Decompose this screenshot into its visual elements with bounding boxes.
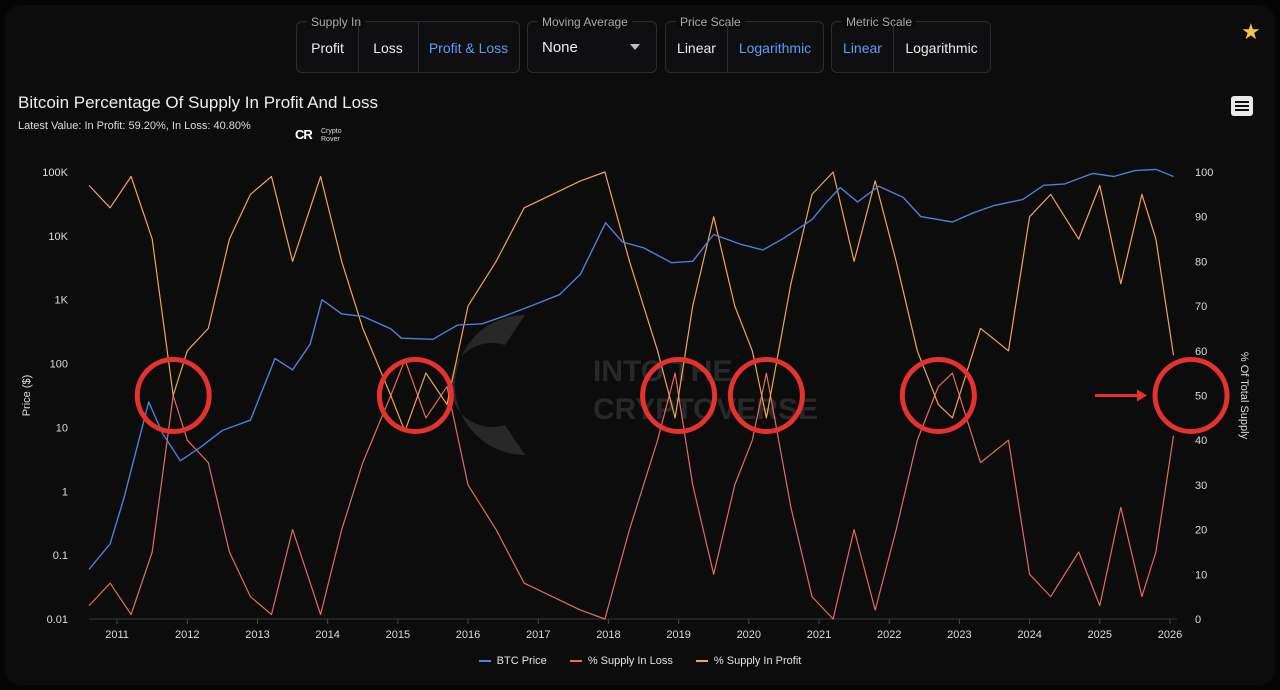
legend-supply-loss[interactable]: % Supply In Loss — [569, 655, 673, 667]
chart-svg: INTO THE CRYPTOVERSE 0.010.11101001K10K1… — [21, 167, 1250, 641]
watermark: INTO THE CRYPTOVERSE — [450, 315, 818, 455]
y-right-tick-label: 60 — [1195, 346, 1207, 358]
chart-subtitle: Latest Value: In Profit: 59.20%, In Loss… — [18, 120, 251, 132]
x-tick-label: 2011 — [105, 629, 129, 641]
x-tick-label: 2013 — [245, 629, 269, 641]
y-right-axis-label: % Of Total Supply — [1238, 352, 1250, 440]
star-icon[interactable]: ★ — [1241, 19, 1261, 44]
y-right-tick-label: 70 — [1195, 301, 1207, 313]
logo-text-line2: Rover — [321, 136, 340, 143]
legend-btc-price[interactable]: BTC Price — [478, 655, 547, 667]
series-line-1 — [88, 359, 1175, 620]
supply-in-profit-loss-button[interactable]: Profit & Loss — [428, 40, 509, 56]
y-left-tick-label: 100 — [50, 359, 68, 371]
x-tick-label: 2021 — [807, 629, 831, 641]
x-tick-label: 2012 — [175, 629, 199, 641]
y-right-tick-label: 50 — [1195, 391, 1207, 403]
supply-in-control: Supply In Profit Loss Profit & Loss — [296, 15, 520, 73]
highlight-circle — [376, 357, 454, 434]
hamburger-menu-icon[interactable] — [1231, 96, 1253, 116]
highlight-circle — [727, 357, 805, 434]
moving-average-label: Moving Average — [538, 15, 632, 29]
x-tick-label: 2026 — [1158, 629, 1182, 641]
supply-in-loss-button[interactable]: Loss — [373, 40, 403, 56]
y-right-tick-label: 80 — [1195, 256, 1207, 268]
legend-swatch-btc — [478, 660, 491, 663]
highlight-circle — [899, 357, 977, 434]
y-left-tick-label: 10 — [56, 422, 68, 434]
chart-legend: BTC Price % Supply In Loss % Supply In P… — [5, 655, 1275, 667]
legend-swatch-profit — [695, 660, 708, 663]
x-tick-label: 2018 — [596, 629, 620, 641]
metric-scale-logarithmic-button[interactable]: Logarithmic — [905, 40, 978, 56]
moving-average-dropdown[interactable]: Moving Average None — [527, 15, 657, 73]
price-scale-logarithmic-button[interactable]: Logarithmic — [738, 40, 812, 56]
x-tick-label: 2016 — [456, 629, 480, 641]
y-right-tick-label: 90 — [1195, 212, 1207, 224]
metric-scale-control: Metric Scale Linear Logarithmic — [831, 15, 991, 73]
series-line-2 — [88, 171, 1175, 432]
y-right-tick-label: 30 — [1195, 480, 1207, 492]
highlight-circle — [1152, 357, 1230, 434]
x-tick-label: 2022 — [877, 629, 901, 641]
supply-in-label: Supply In — [307, 15, 366, 29]
y-right-tick-label: 10 — [1195, 569, 1207, 581]
chevron-down-icon — [630, 44, 640, 50]
y-right-tick-label: 20 — [1195, 525, 1207, 537]
metric-scale-label: Metric Scale — [842, 15, 917, 29]
chart-panel: Supply In Profit Loss Profit & Loss Movi… — [5, 5, 1275, 685]
x-tick-label: 2019 — [666, 629, 690, 641]
price-scale-control: Price Scale Linear Logarithmic — [665, 15, 824, 73]
y-left-tick-label: 1K — [55, 295, 69, 307]
x-tick-label: 2014 — [315, 629, 339, 641]
y-right-tick-label: 100 — [1195, 167, 1213, 179]
price-scale-linear-button[interactable]: Linear — [677, 40, 716, 56]
watermark-logo — [450, 315, 525, 455]
x-tick-label: 2020 — [737, 629, 761, 641]
y-left-tick-label: 10K — [48, 231, 68, 243]
chart-title: Bitcoin Percentage Of Supply In Profit A… — [18, 93, 379, 112]
x-tick-label: 2024 — [1017, 629, 1041, 641]
y-left-tick-label: 1 — [62, 486, 68, 498]
x-tick-label: 2015 — [386, 629, 410, 641]
x-tick-label: 2017 — [526, 629, 550, 641]
arrow-head-icon — [1137, 389, 1148, 402]
logo-text-line1: Crypto — [321, 128, 342, 135]
y-left-tick-label: 0.1 — [53, 550, 68, 562]
logo-mark: CR — [295, 127, 313, 142]
y-left-axis-label: Price ($) — [21, 375, 33, 417]
y-right-tick-label: 0 — [1195, 614, 1201, 626]
highlight-circle — [640, 357, 718, 434]
highlight-circle — [134, 357, 212, 434]
legend-supply-profit[interactable]: % Supply In Profit — [695, 655, 801, 667]
y-left-tick-label: 100K — [42, 167, 68, 179]
series-line-0 — [88, 168, 1174, 570]
y-right-tick-label: 40 — [1195, 435, 1207, 447]
metric-scale-linear-button[interactable]: Linear — [843, 40, 882, 56]
y-left-tick-label: 0.01 — [47, 614, 68, 626]
x-tick-label: 2023 — [947, 629, 971, 641]
x-tick-label: 2025 — [1088, 629, 1112, 641]
moving-average-value: None — [542, 39, 578, 56]
crypto-rover-logo: CR Crypto Rover — [295, 126, 342, 144]
supply-in-profit-button[interactable]: Profit — [311, 40, 344, 56]
legend-swatch-loss — [569, 660, 582, 663]
